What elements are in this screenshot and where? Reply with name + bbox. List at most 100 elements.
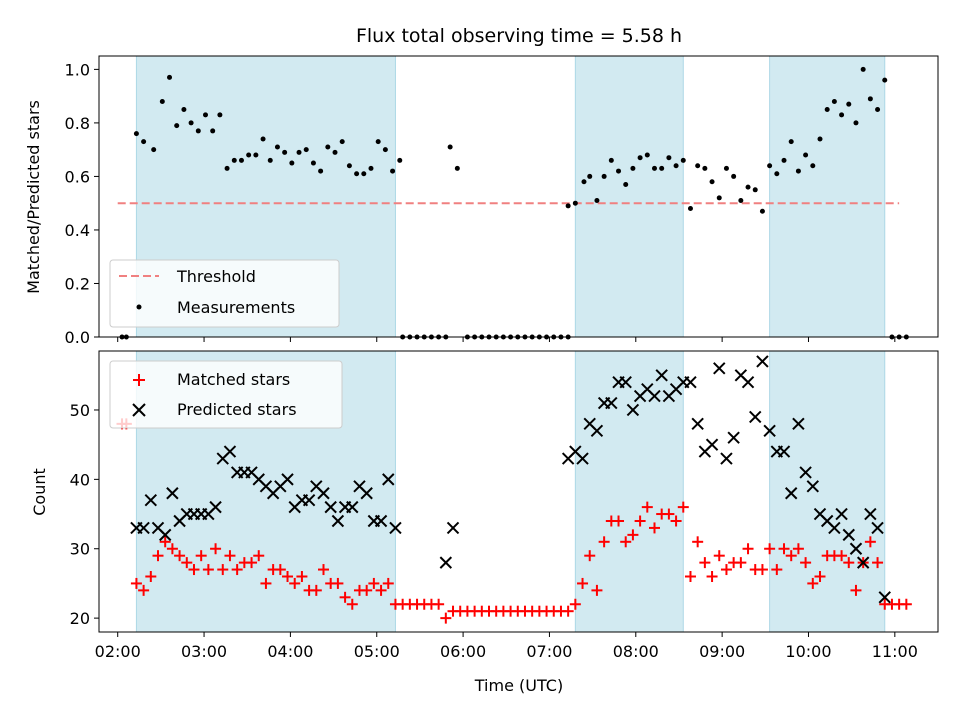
matched-star-point	[138, 584, 150, 596]
count-x-ticks: 02:00 03:00 04:00 05:00 06:00 07:00 08:00 09:00…	[95, 632, 918, 661]
matched-star-point	[246, 557, 258, 569]
matched-star-point	[274, 564, 286, 576]
matched-star-point	[282, 570, 294, 582]
y-tick-label: 1.0	[65, 60, 90, 79]
measurement-point	[738, 198, 744, 204]
chart-title: Flux total observing time = 5.58 h	[356, 25, 682, 47]
predicted-star-point	[223, 445, 237, 458]
observing-window	[769, 350, 886, 633]
measurement-point	[723, 165, 729, 171]
measurement-legend-label: Measurements	[177, 298, 295, 317]
predicted-marker-stroke	[655, 369, 668, 382]
measurement-legend-swatch	[136, 304, 142, 310]
measurement-point	[745, 184, 751, 190]
measurement-point	[231, 157, 237, 163]
matched-star-point	[670, 515, 682, 527]
y-tick-label: 0.8	[65, 114, 90, 133]
predicted-star-point	[785, 487, 798, 500]
matched-star-point	[598, 536, 610, 548]
measurement-point	[339, 139, 345, 145]
matched-star-point	[152, 550, 164, 562]
x-tick-label: 07:00	[526, 642, 572, 661]
matched-legend-swatch	[133, 374, 145, 386]
measurement-point	[151, 147, 157, 153]
predicted-marker-stroke	[331, 514, 345, 528]
x-tick-label: 09:00	[699, 642, 745, 661]
measurement-point	[397, 157, 403, 163]
predicted-star-points	[130, 355, 891, 604]
matched-star-point	[375, 584, 387, 596]
measurement-point	[361, 171, 367, 177]
measurement-point	[167, 74, 173, 80]
matched-star-point	[145, 570, 157, 582]
measurement-point	[709, 179, 715, 185]
predicted-star-point	[626, 403, 640, 417]
y-tick-label: 0.2	[65, 274, 90, 293]
count-legend-box	[109, 360, 343, 429]
predicted-star-point	[878, 591, 891, 604]
measurement-point	[759, 208, 765, 214]
predicted-marker-stroke	[763, 424, 776, 437]
predicted-marker-stroke	[382, 473, 395, 486]
predicted-marker-stroke	[849, 542, 863, 555]
measurement-point	[572, 200, 578, 206]
measurement-point	[332, 149, 338, 155]
matched-star-point	[699, 557, 711, 569]
predicted-marker-stroke	[281, 473, 294, 486]
measurement-point	[587, 173, 593, 179]
predicted-marker-stroke	[813, 507, 827, 521]
measurement-point	[702, 165, 708, 171]
predicted-marker-stroke	[353, 480, 366, 493]
matched-star-point	[836, 550, 848, 562]
measurement-point	[695, 163, 701, 169]
x-tick-label: 02:00	[95, 642, 141, 661]
matched-star-point	[433, 598, 445, 610]
predicted-star-point	[864, 507, 877, 521]
matched-star-point	[318, 564, 330, 576]
measurement-point	[810, 163, 816, 169]
measurement-point	[817, 136, 823, 142]
matched-star-point	[807, 577, 819, 589]
measurement-point	[174, 123, 180, 129]
y-tick-label: 50	[70, 401, 90, 420]
matched-star-point	[713, 550, 725, 562]
predicted-star-point	[849, 542, 863, 555]
matched-star-point	[253, 550, 265, 562]
x-tick-label: 05:00	[354, 642, 400, 661]
predicted-marker-stroke	[684, 376, 697, 389]
matched-star-point	[764, 543, 776, 555]
ratio-panel: 0.0 0.2 0.4 0.6 0.8 1.0 Matched/Predicted sta…	[24, 55, 939, 347]
measurement-point	[651, 165, 657, 171]
ratio-y-label: Matched/Predicted stars	[24, 100, 43, 294]
matched-star-point	[771, 564, 783, 576]
matched-star-point	[231, 564, 243, 576]
matched-star-point	[648, 522, 660, 534]
measurement-point	[767, 163, 773, 169]
matched-star-point	[706, 570, 718, 582]
matched-star-point	[368, 577, 380, 589]
predicted-star-point	[806, 480, 820, 493]
predicted-marker-stroke	[151, 521, 165, 535]
matched-star-point	[663, 508, 675, 520]
predicted-marker-stroke	[648, 389, 661, 403]
predicted-marker-stroke	[705, 438, 719, 451]
measurement-point	[644, 152, 650, 158]
matched-star-point	[174, 550, 186, 562]
predicted-star-point	[324, 500, 337, 514]
predicted-star-point	[331, 514, 345, 528]
measurement-point	[687, 206, 693, 212]
matched-star-point	[217, 564, 229, 576]
matched-star-point	[814, 570, 826, 582]
measurement-point	[181, 107, 187, 113]
predicted-marker-stroke	[439, 556, 453, 569]
measurement-point	[831, 98, 837, 104]
y-tick-label: 20	[70, 609, 90, 628]
measurement-point	[382, 147, 388, 153]
predicted-marker-stroke	[569, 445, 582, 458]
x-tick-label: 03:00	[181, 642, 227, 661]
measurement-point	[303, 147, 309, 153]
matched-star-point	[382, 577, 394, 589]
matched-star-point	[195, 550, 207, 562]
